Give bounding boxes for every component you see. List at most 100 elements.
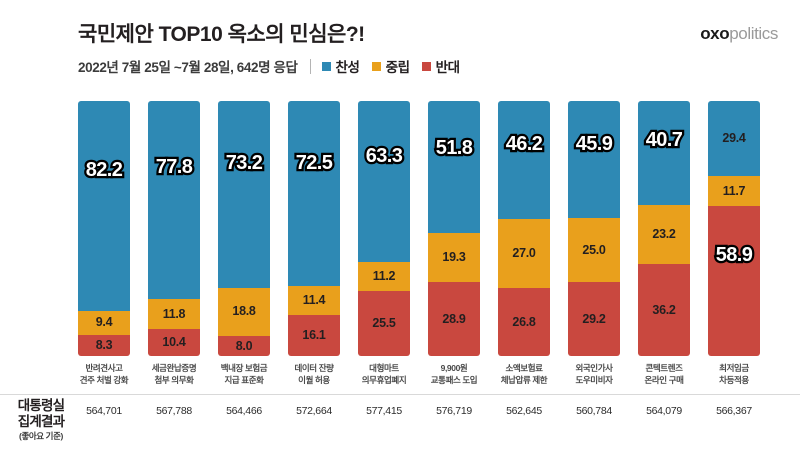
bar-segment-중립[interactable]: 19.3 (428, 233, 480, 283)
bar-segment-찬성[interactable]: 29.4 (708, 101, 760, 176)
footer-value: 564,466 (226, 405, 262, 417)
category-label-line: 최저임금 (719, 363, 749, 373)
stacked-bar[interactable]: 63.3 11.2 25.5 (358, 101, 410, 356)
bar-column[interactable]: 82.2 9.4 8.3 (78, 101, 130, 356)
legend-swatch-icon (421, 61, 431, 71)
bar-column[interactable]: 29.4 11.7 58.9 (708, 101, 760, 356)
bar-segment-중립[interactable]: 18.8 (218, 287, 270, 336)
category-label-line: 반려견사고 (85, 363, 123, 373)
stacked-bar[interactable]: 46.2 27.0 26.8 (498, 101, 550, 356)
bar-segment-찬성[interactable]: 82.2 (78, 101, 130, 311)
category-label-line: 지급 표준화 (224, 375, 264, 386)
stacked-bar[interactable]: 29.4 11.7 58.9 (708, 101, 760, 356)
category-label-line: 차등적용 (719, 375, 749, 386)
category-label: 백내장 보험금 지급 표준화 (218, 362, 270, 387)
category-label: 반려견사고 견주 처벌 강화 (78, 362, 130, 387)
bar-segment-value: 8.0 (235, 338, 253, 353)
stacked-bar[interactable]: 82.2 9.4 8.3 (78, 101, 130, 356)
bar-segment-반대[interactable]: 8.0 (218, 335, 270, 356)
bar-segment-중립[interactable]: 11.7 (708, 175, 760, 206)
bar-segment-반대[interactable]: 10.4 (148, 329, 200, 356)
bar-segment-중립[interactable]: 25.0 (568, 217, 620, 282)
footer-value: 564,701 (86, 405, 122, 417)
bar-segment-중립[interactable]: 11.2 (358, 262, 410, 291)
chart-legend: 찬성 중립 반대 (321, 56, 460, 76)
stacked-bar[interactable]: 72.5 11.4 16.1 (288, 101, 340, 356)
footer-value: 577,415 (366, 405, 402, 417)
stacked-bars-group: 82.2 9.4 8.3 77.8 11.8 10.4 73.2 18.8 8.0 72.5 11.… (78, 101, 780, 356)
bar-column[interactable]: 77.8 11.8 10.4 (148, 101, 200, 356)
legend-swatch-icon (321, 61, 331, 71)
stacked-bar[interactable]: 77.8 11.8 10.4 (148, 101, 200, 356)
category-label-line: 대형마트 (369, 363, 399, 373)
legend-swatch-icon (371, 61, 381, 71)
bar-column[interactable]: 73.2 18.8 8.0 (218, 101, 270, 356)
stacked-bar[interactable]: 51.8 19.3 28.9 (428, 101, 480, 356)
footer-label-sublabel: (좋아요 기준) (19, 431, 63, 442)
bar-segment-찬성[interactable]: 51.8 (428, 101, 480, 234)
bar-segment-중립[interactable]: 9.4 (78, 310, 130, 335)
footer-value: 562,645 (506, 405, 542, 417)
category-label: 외국인가사 도우미비자 (568, 362, 620, 387)
bar-segment-value: 77.8 (154, 154, 196, 179)
stacked-bar[interactable]: 73.2 18.8 8.0 (218, 101, 270, 356)
bar-segment-반대[interactable]: 58.9 (708, 205, 760, 356)
bar-column[interactable]: 40.7 23.2 36.2 (638, 101, 690, 356)
bar-segment-찬성[interactable]: 77.8 (148, 101, 200, 300)
bar-segment-value: 25.5 (372, 316, 396, 331)
footer-value: 564,079 (646, 405, 682, 417)
bar-segment-value: 27.0 (512, 245, 536, 260)
bar-segment-value: 10.4 (162, 335, 186, 350)
bar-segment-value: 8.3 (95, 337, 113, 352)
bar-segment-value: 11.8 (162, 307, 186, 322)
footer-row: 대통령실 집계결과 (좋아요 기준) 564,701 567,788 564,466… (0, 394, 800, 457)
bar-segment-value: 11.7 (722, 183, 746, 198)
bar-segment-value: 45.9 (574, 131, 616, 156)
category-label-line: 의무휴업폐지 (361, 375, 407, 386)
bar-column[interactable]: 63.3 11.2 25.5 (358, 101, 410, 356)
logo-text-politics: politics (729, 24, 778, 43)
bar-segment-찬성[interactable]: 40.7 (638, 101, 690, 205)
legend-label: 반대 (435, 60, 460, 75)
bar-column[interactable]: 46.2 27.0 26.8 (498, 101, 550, 356)
bar-segment-value: 28.9 (442, 311, 466, 326)
bar-segment-중립[interactable]: 23.2 (638, 204, 690, 264)
bar-segment-찬성[interactable]: 46.2 (498, 101, 550, 219)
bar-column[interactable]: 45.9 25.0 29.2 (568, 101, 620, 356)
bar-segment-value: 46.2 (504, 132, 546, 157)
bar-segment-value: 18.8 (232, 304, 256, 319)
bar-segment-반대[interactable]: 29.2 (568, 281, 620, 356)
stacked-bar[interactable]: 45.9 25.0 29.2 (568, 101, 620, 356)
footer-label-line1: 대통령실 (17, 398, 65, 413)
bar-segment-중립[interactable]: 11.4 (288, 285, 340, 315)
bar-segment-value: 72.5 (294, 151, 336, 176)
bar-segment-반대[interactable]: 8.3 (78, 334, 130, 356)
bar-segment-반대[interactable]: 16.1 (288, 314, 340, 356)
bar-segment-반대[interactable]: 25.5 (358, 290, 410, 356)
bar-segment-찬성[interactable]: 45.9 (568, 101, 620, 218)
bar-segment-value: 58.9 (714, 243, 756, 268)
bar-segment-반대[interactable]: 28.9 (428, 282, 480, 356)
bar-column[interactable]: 51.8 19.3 28.9 (428, 101, 480, 356)
bar-segment-반대[interactable]: 26.8 (498, 287, 550, 356)
category-label: 세금완납증명 첨부 의무화 (148, 362, 200, 387)
bar-segment-찬성[interactable]: 63.3 (358, 101, 410, 263)
bar-segment-중립[interactable]: 11.8 (148, 299, 200, 330)
bar-segment-찬성[interactable]: 73.2 (218, 101, 270, 288)
bar-segment-value: 11.4 (302, 293, 326, 308)
category-label-line: 이월 허용 (298, 375, 330, 386)
category-label-line: 첨부 의무화 (154, 375, 194, 386)
bar-column[interactable]: 72.5 11.4 16.1 (288, 101, 340, 356)
bar-segment-반대[interactable]: 36.2 (638, 263, 690, 356)
bar-segment-value: 16.1 (302, 328, 326, 343)
footer-value: 572,664 (296, 405, 332, 417)
footer-values-row: 564,701 567,788 564,466 572,664 577,415 576,7… (78, 405, 780, 417)
bar-segment-찬성[interactable]: 72.5 (288, 101, 340, 286)
bar-segment-value: 63.3 (364, 144, 406, 169)
category-label-line: 데이터 잔량 (294, 363, 334, 373)
bar-segment-value: 9.4 (95, 315, 113, 330)
bar-segment-중립[interactable]: 27.0 (498, 218, 550, 288)
stacked-bar[interactable]: 40.7 23.2 36.2 (638, 101, 690, 356)
